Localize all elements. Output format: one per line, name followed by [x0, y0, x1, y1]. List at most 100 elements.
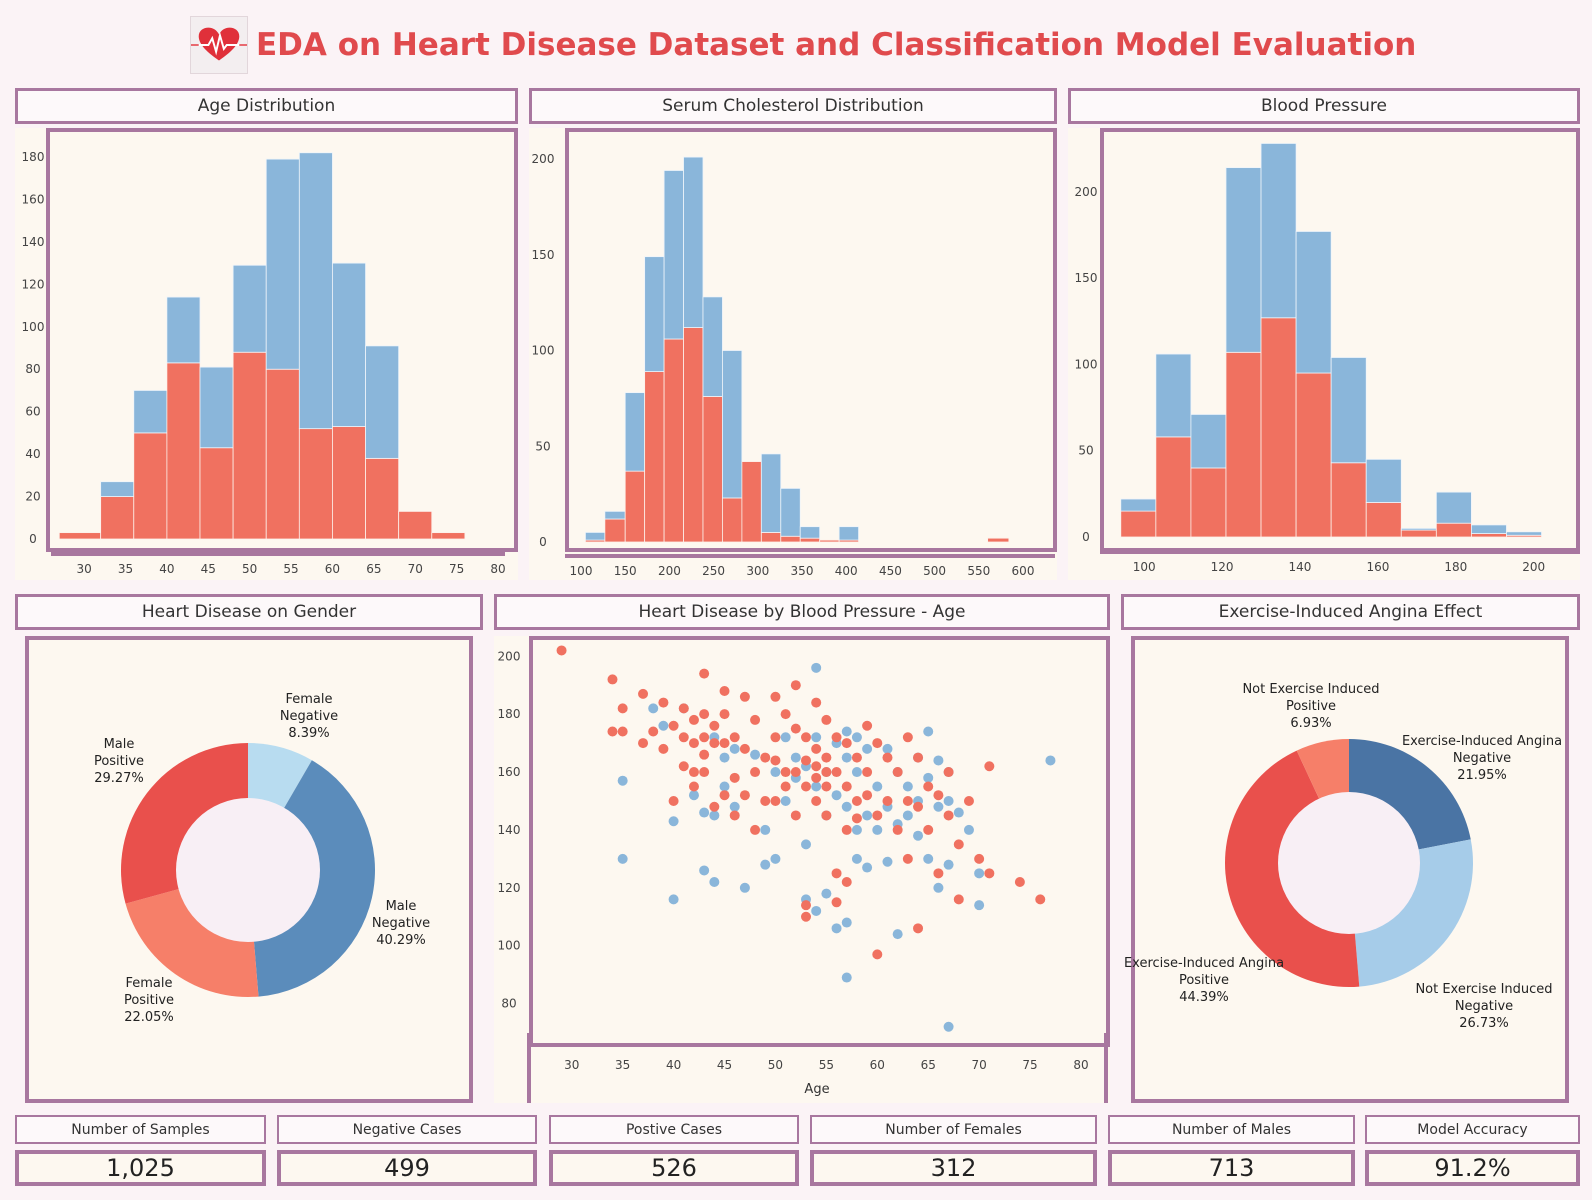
bp-bar-negative	[1295, 231, 1332, 374]
blood-pressure-histogram: 0 50 100 150 200 100 120 140 160 180 200	[1075, 143, 1580, 574]
chol-bar-negative	[683, 156, 704, 328]
age-bar-negative	[100, 481, 135, 497]
scatter-point-positive	[699, 732, 710, 743]
scatter-point-negative	[688, 790, 699, 801]
chol-y-tick: 200	[532, 152, 555, 166]
bp-bar-negative	[1155, 353, 1192, 438]
angina-header: Exercise-Induced Angina Effect	[1121, 594, 1580, 630]
scatter-point-positive	[790, 767, 801, 778]
scatter-point-positive	[862, 790, 873, 801]
age-bar-positive	[100, 496, 135, 540]
gender-slice-label: 40.29%	[376, 933, 426, 948]
age-x-tick: 80	[490, 562, 505, 576]
scatter-point-positive	[658, 743, 669, 754]
scatter-point-positive	[801, 732, 811, 743]
chol-bar-negative	[585, 532, 606, 541]
heart-pulse-icon	[190, 16, 248, 74]
scatter-point-positive	[668, 795, 679, 806]
age-y-tick: 180	[22, 150, 45, 164]
scatter-point-positive	[638, 738, 649, 749]
gender-slice-label: Positive	[94, 754, 144, 769]
scatter-point-negative	[841, 917, 852, 928]
scatter-point-positive	[688, 714, 699, 725]
scatter-point-positive	[780, 709, 791, 720]
cholesterol-distribution-header: Serum Cholesterol Distribution	[529, 88, 1057, 124]
chol-bar-negative	[624, 392, 646, 472]
bp-y-tick: 0	[1082, 530, 1090, 544]
scatter-point-negative	[923, 726, 934, 737]
angina-slice-label: Not Exercise Induced	[1415, 982, 1552, 997]
angina-slice-label: 44.39%	[1179, 990, 1229, 1005]
scatter-point-negative	[750, 749, 761, 760]
scatter-point-negative	[862, 743, 873, 754]
kpi-negative-value: 499	[277, 1150, 537, 1186]
scatter-point-positive	[688, 767, 699, 778]
scatter-point-positive	[882, 795, 893, 806]
scatter-point-positive	[902, 795, 913, 806]
scatter-point-positive	[770, 691, 781, 702]
age-y-tick: 120	[22, 277, 45, 291]
scatter-point-positive	[984, 761, 995, 772]
scatter-point-positive	[719, 790, 730, 801]
bp-y-tick: 50	[1078, 444, 1093, 458]
scatter-x-tick: 75	[1022, 1058, 1037, 1072]
scatter-point-negative	[780, 732, 791, 743]
kpi-males-label: Number of Males	[1108, 1115, 1355, 1144]
gender-slice-label: Male	[386, 899, 417, 914]
scatter-point-positive	[882, 752, 893, 763]
scatter-point-positive	[872, 738, 883, 749]
chol-bar-positive	[604, 518, 626, 543]
scatter-point-positive	[729, 732, 740, 743]
bp-bar-positive	[1295, 372, 1332, 538]
angina-donut-hole	[1278, 792, 1420, 934]
bp-x-tick: 160	[1366, 560, 1389, 574]
scatter-point-negative	[851, 824, 862, 835]
scatter-point-positive	[1014, 877, 1025, 888]
age-y-tick: 100	[22, 320, 45, 334]
bp-bar-negative	[1260, 143, 1297, 319]
scatter-y-tick: 200	[498, 649, 521, 663]
scatter-point-negative	[719, 752, 730, 763]
scatter-point-negative	[709, 877, 720, 888]
kpi-females-value: 312	[810, 1150, 1097, 1186]
scatter-point-negative	[974, 868, 985, 879]
scatter-point-negative	[841, 801, 852, 812]
page-title: EDA on Heart Disease Dataset and Classif…	[256, 27, 1417, 63]
scatter-x-tick: 40	[666, 1058, 681, 1072]
scatter-x-tick: 45	[717, 1058, 732, 1072]
scatter-point-negative	[811, 732, 822, 743]
age-y-tick: 140	[22, 235, 45, 249]
scatter-point-negative	[668, 894, 679, 905]
scatter-point-positive	[739, 743, 750, 754]
scatter-point-positive	[923, 781, 934, 792]
scatter-point-positive	[811, 795, 822, 806]
scatter-point-positive	[617, 703, 628, 714]
angina-slice-label: Exercise-Induced Angina	[1124, 956, 1284, 971]
scatter-point-positive	[780, 767, 791, 778]
scatter-point-positive	[811, 697, 822, 708]
chol-x-tick: 500	[923, 564, 946, 578]
scatter-point-positive	[760, 752, 771, 763]
scatter-point-negative	[801, 839, 811, 850]
scatter-point-positive	[648, 726, 659, 737]
scatter-point-positive	[739, 790, 750, 801]
age-bar-negative	[133, 390, 168, 434]
scatter-point-negative	[943, 795, 954, 806]
scatter-point-negative	[658, 720, 669, 731]
scatter-point-negative	[648, 703, 659, 714]
age-bar-negative	[365, 345, 400, 459]
chol-bar-positive	[683, 327, 704, 543]
scatter-point-negative	[831, 923, 842, 934]
scatter-point-positive	[841, 738, 852, 749]
angina-slice-label: Negative	[1453, 751, 1511, 766]
angina-slice-label: 21.95%	[1457, 768, 1507, 783]
scatter-point-negative	[913, 830, 924, 841]
scatter-point-negative	[933, 882, 944, 893]
kpi-accuracy-value: 91.2%	[1365, 1150, 1580, 1186]
angina-slice-label: 26.73%	[1459, 1016, 1509, 1031]
scatter-point-negative	[760, 824, 771, 835]
scatter-point-negative	[882, 743, 893, 754]
gender-donut-chart: Female Negative 8.39% Male Negative 40.29% Fem…	[94, 692, 430, 1025]
scatter-point-positive	[841, 824, 852, 835]
kpi-males-value: 713	[1108, 1150, 1355, 1186]
